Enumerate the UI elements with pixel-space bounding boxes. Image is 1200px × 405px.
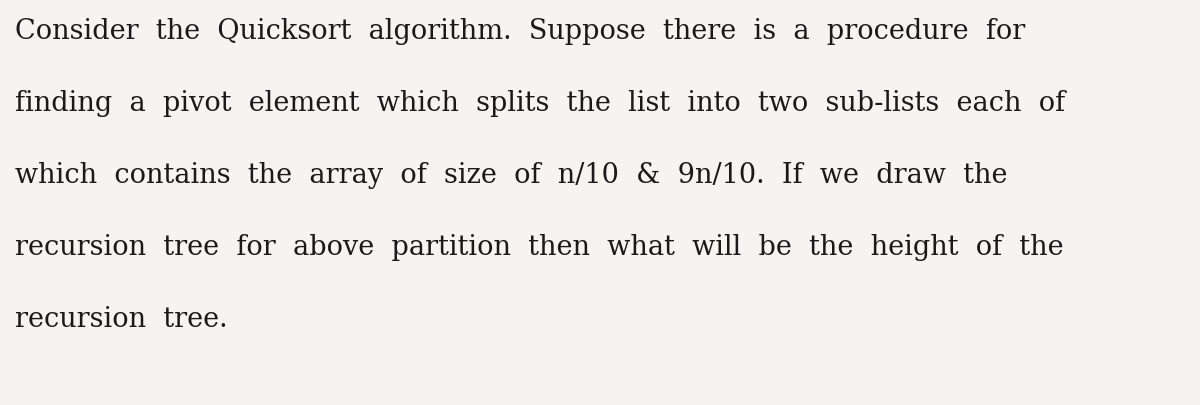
Text: Consider  the  Quicksort  algorithm.  Suppose  there  is  a  procedure  for: Consider the Quicksort algorithm. Suppos… [14, 18, 1025, 45]
Text: which  contains  the  array  of  size  of  n/10  &  9n/10.  If  we  draw  the: which contains the array of size of n/10… [14, 162, 1008, 189]
Text: finding  a  pivot  element  which  splits  the  list  into  two  sub-lists  each: finding a pivot element which splits the… [14, 90, 1066, 117]
Text: recursion  tree.: recursion tree. [14, 306, 228, 333]
Text: recursion  tree  for  above  partition  then  what  will  be  the  height  of  t: recursion tree for above partition then … [14, 234, 1063, 261]
